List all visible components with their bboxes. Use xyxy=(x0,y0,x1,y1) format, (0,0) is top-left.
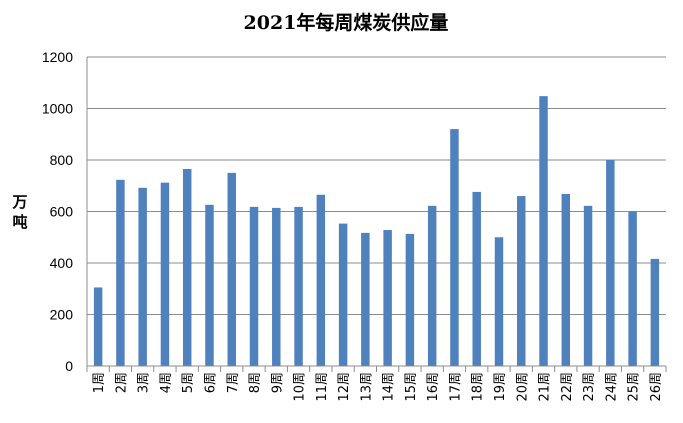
bar xyxy=(650,258,660,366)
y-axis-ticks: 0 200 400 600 800 1000 1200 xyxy=(42,49,73,374)
bar xyxy=(361,232,370,366)
bar xyxy=(427,205,437,366)
bars xyxy=(93,96,660,367)
chart-title: 2021年每周煤炭供应量 xyxy=(244,11,449,34)
y-tick-label: 800 xyxy=(50,152,74,168)
x-tick-label: 11周 xyxy=(315,372,330,402)
x-tick-label: 5周 xyxy=(181,372,196,393)
bar xyxy=(227,172,236,367)
x-tick-label: 24周 xyxy=(604,372,619,402)
bar xyxy=(160,182,170,366)
y-axis-label: 万吨 xyxy=(11,193,27,231)
x-axis xyxy=(86,57,667,372)
x-tick-label: 8周 xyxy=(248,372,263,393)
bar xyxy=(338,223,348,366)
y-axis-label-char: 吨 xyxy=(12,213,27,231)
x-tick-label: 3周 xyxy=(137,372,152,393)
x-tick-label: 21周 xyxy=(538,372,553,402)
x-tick-label: 18周 xyxy=(471,372,486,402)
bar xyxy=(450,129,459,366)
x-tick-label: 7周 xyxy=(226,372,241,393)
x-tick-label: 20周 xyxy=(515,372,530,402)
bar xyxy=(472,191,481,366)
x-tick-label: 6周 xyxy=(203,372,218,393)
y-tick-label: 200 xyxy=(50,307,74,323)
y-tick-label: 1000 xyxy=(42,101,73,117)
x-tick-label: 15周 xyxy=(404,372,419,402)
x-tick-label: 19周 xyxy=(493,372,508,402)
bar xyxy=(93,287,103,366)
y-tick-label: 0 xyxy=(65,358,73,374)
x-tick-label: 10周 xyxy=(293,372,308,402)
x-axis-labels: 1周 2周 3周 4周 5周 6周 7周 8周 9周 10周 11周 12周 13周 14周 15周 16周 1… xyxy=(92,372,664,402)
x-tick-label: 13周 xyxy=(359,372,374,402)
y-axis-label-char: 万 xyxy=(11,193,27,211)
gridlines xyxy=(87,56,666,315)
y-tick-label: 600 xyxy=(50,204,74,220)
bar xyxy=(628,211,637,366)
x-tick-label: 1周 xyxy=(92,372,107,393)
bar xyxy=(405,233,415,366)
bar xyxy=(517,196,526,366)
x-tick-label: 22周 xyxy=(560,372,575,402)
x-tick-label: 12周 xyxy=(337,372,352,402)
bar xyxy=(116,179,125,366)
bar xyxy=(583,205,593,366)
x-tick-label: 2周 xyxy=(114,372,129,393)
x-tick-label: 16周 xyxy=(426,372,441,402)
y-tick-label: 1200 xyxy=(42,49,73,65)
x-tick-label: 26周 xyxy=(649,372,664,402)
x-tick-label: 17周 xyxy=(448,372,463,402)
x-tick-label: 14周 xyxy=(382,372,397,402)
bar xyxy=(249,206,259,366)
x-tick-label: 9周 xyxy=(270,372,285,393)
bar xyxy=(138,187,147,366)
x-tick-label: 23周 xyxy=(582,372,597,402)
bar xyxy=(205,204,214,366)
x-tick-label: 4周 xyxy=(159,372,174,393)
bar xyxy=(316,194,326,366)
bar xyxy=(561,193,571,366)
bar xyxy=(294,206,303,366)
y-tick-label: 400 xyxy=(50,255,74,271)
bar xyxy=(383,230,392,366)
bar xyxy=(494,237,504,366)
x-tick-label: 25周 xyxy=(627,372,642,402)
bar xyxy=(539,96,548,366)
bar xyxy=(606,160,615,366)
bar xyxy=(272,207,281,366)
bar xyxy=(182,169,192,366)
